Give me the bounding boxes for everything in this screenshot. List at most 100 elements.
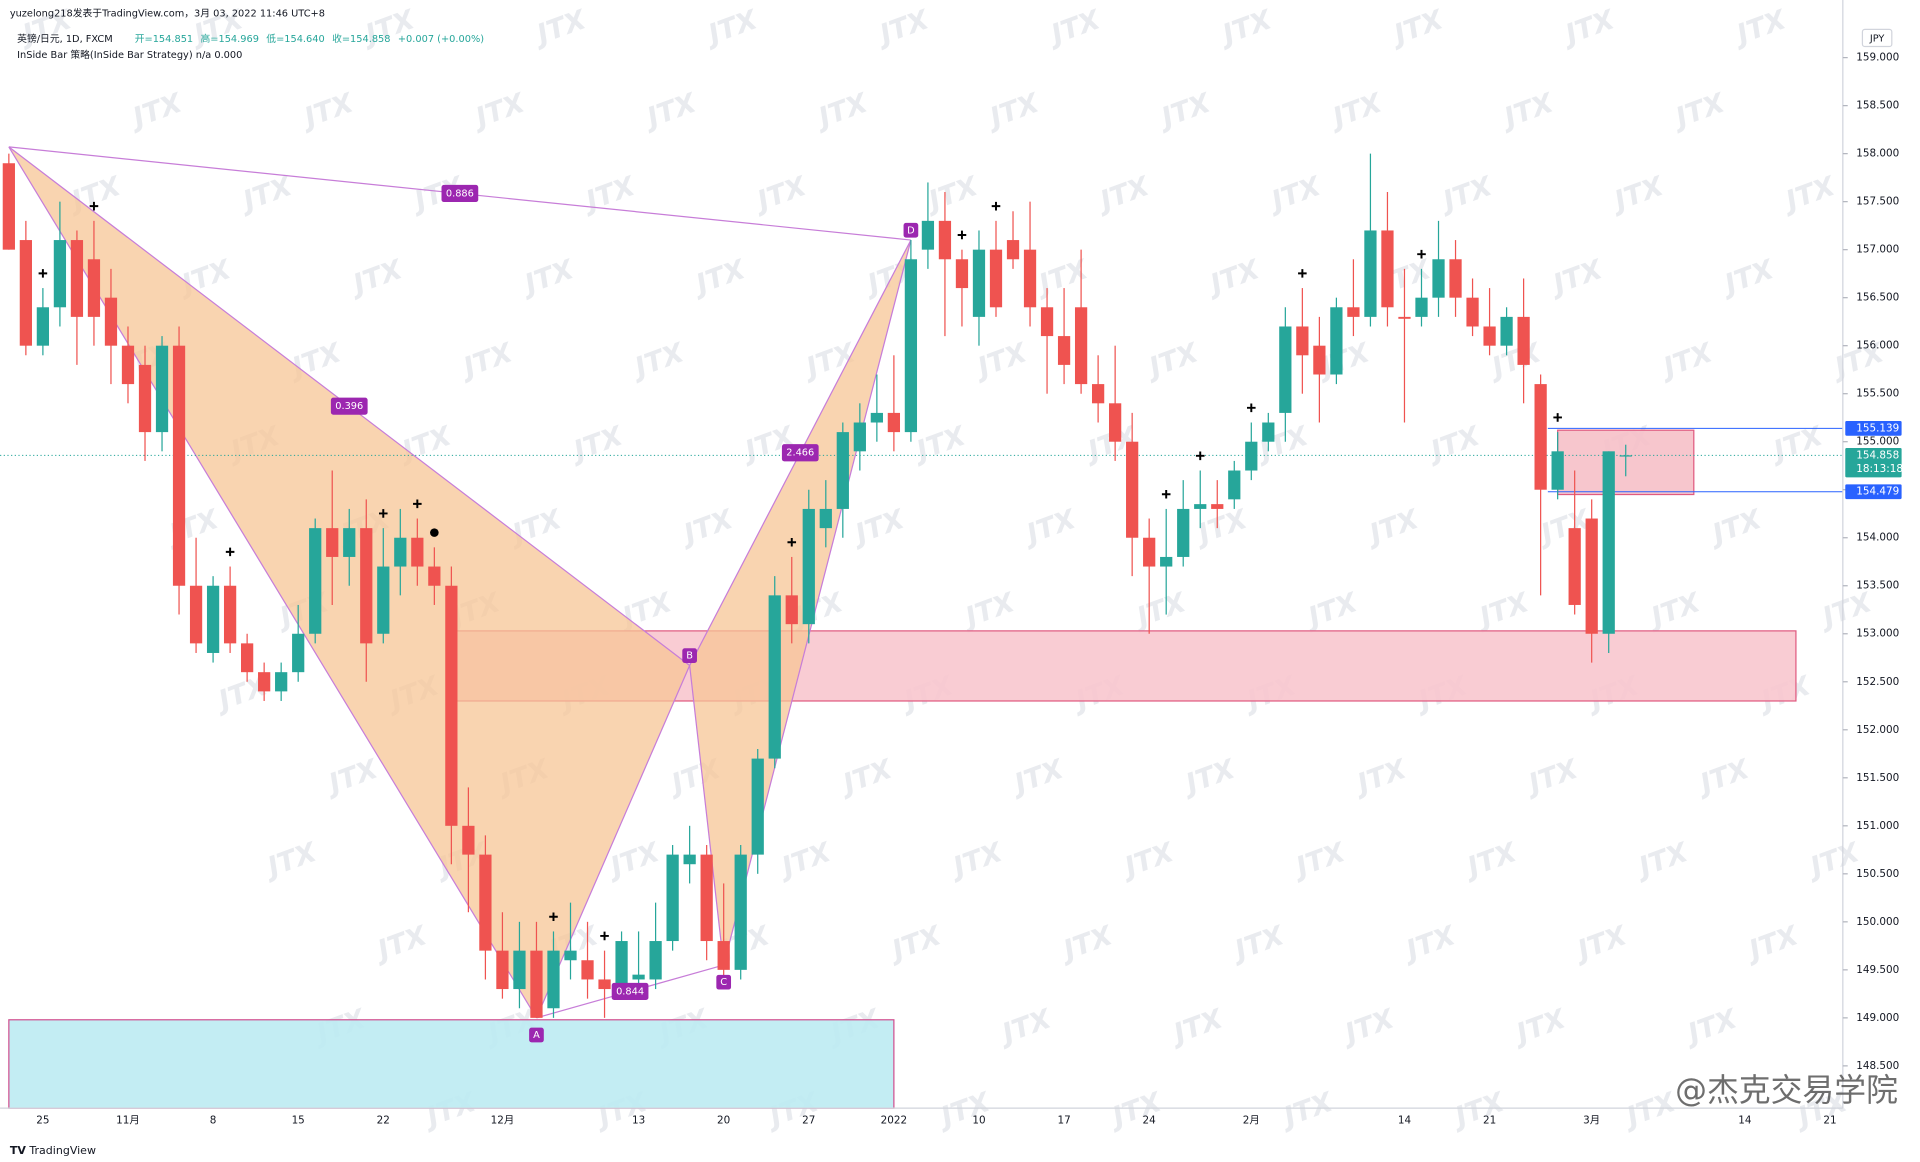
y-tick-label: 156.500 <box>1856 292 1899 304</box>
candle-body <box>989 249 1003 308</box>
brand-logo: TV <box>10 1144 27 1157</box>
y-tick-label: 156.000 <box>1856 340 1899 352</box>
signal-plus <box>413 499 422 509</box>
symbol: 英镑/日元, 1D, FXCM <box>17 32 113 45</box>
candle-body <box>615 941 628 990</box>
candle-body <box>258 672 271 692</box>
candle-body <box>1483 326 1496 346</box>
candle-body <box>564 950 577 961</box>
signal-plus <box>549 912 558 922</box>
candle-body <box>1057 336 1071 365</box>
x-tick-label: 13 <box>632 1114 645 1126</box>
candle-body <box>1109 403 1122 442</box>
candle-body <box>1500 316 1513 346</box>
candle-body <box>513 950 526 990</box>
plot-area: A B C D 0.396 0.886 2.466 0.844 <box>0 146 1843 1109</box>
candle-body <box>1006 240 1020 260</box>
y-tick-label: 155.000 <box>1856 436 1899 448</box>
candle-body <box>666 854 679 942</box>
y-tick-label: 157.000 <box>1856 244 1899 256</box>
candle-body <box>189 585 203 644</box>
y-tick-label: 153.500 <box>1856 580 1899 592</box>
x-tick-label: 21 <box>1483 1114 1496 1126</box>
candle-body <box>206 585 220 653</box>
candle-body <box>445 585 458 826</box>
candle-body <box>377 566 390 634</box>
y-tick-label: 159.000 <box>1856 52 1899 64</box>
candle-body <box>343 528 356 557</box>
candle-body <box>955 259 969 289</box>
x-tick-label: 24 <box>1143 1114 1157 1126</box>
candle-body <box>904 259 918 433</box>
signal-plus <box>1247 403 1256 413</box>
candle-body <box>972 249 986 317</box>
ohlc-value: 低=154.640 <box>266 32 324 45</box>
candle-body <box>1568 528 1581 605</box>
x-tick-label: 20 <box>717 1114 730 1126</box>
candle-body <box>241 643 254 673</box>
x-tick-label: 2022 <box>881 1114 907 1126</box>
brand: TradingView <box>28 1144 96 1157</box>
price-label-box <box>1845 448 1902 478</box>
strategy: InSide Bar 策略(InSide Bar Strategy) n/a 0… <box>17 48 242 61</box>
ohlc-value: 收=154.858 <box>332 32 390 45</box>
y-tick-label: 157.500 <box>1856 196 1899 208</box>
candle-body <box>1330 307 1343 375</box>
currency-box[interactable] <box>1861 28 1893 48</box>
signal-plus <box>787 537 797 547</box>
candle-body <box>1551 451 1564 490</box>
candle-body <box>1091 384 1105 404</box>
signal-plus <box>89 201 99 211</box>
candle-body <box>462 825 475 855</box>
y-tick-label: 153.000 <box>1856 628 1899 640</box>
y-tick-label: 158.000 <box>1856 148 1899 160</box>
ohlc-value: 开=154.851 <box>135 34 193 45</box>
candle-body <box>683 854 696 865</box>
x-tick-label: 15 <box>292 1114 305 1126</box>
candle-body <box>921 220 935 250</box>
x-tick-label: 27 <box>802 1114 815 1126</box>
x-tick-label: 21 <box>1823 1114 1836 1126</box>
ratio-label: 0.844 <box>616 986 644 997</box>
price-label: 155.139 <box>1856 422 1899 434</box>
pattern-point-label: C <box>720 977 727 988</box>
candle-body <box>360 528 373 644</box>
countdown: 18:13:18 <box>1856 463 1903 475</box>
candle-body <box>155 345 169 433</box>
pattern-line <box>689 665 725 966</box>
signal-plus <box>1298 269 1307 278</box>
ratio-box <box>611 982 649 1001</box>
x-tick-label: 3月 <box>1583 1114 1600 1126</box>
ratio-box <box>330 397 368 415</box>
candle-body <box>768 595 781 759</box>
candle-body <box>1245 441 1258 471</box>
candle-body <box>819 508 832 529</box>
signal-plus <box>600 931 609 941</box>
price-label-box <box>1845 484 1902 500</box>
candle-body <box>1517 316 1530 365</box>
signal-dot <box>430 528 439 537</box>
candle-body <box>428 566 441 586</box>
y-tick-label: 152.500 <box>1856 676 1899 688</box>
pattern-point-label: D <box>907 225 915 236</box>
currency[interactable]: JPY <box>1869 34 1885 45</box>
candle-body <box>496 950 509 990</box>
signal-plus <box>225 547 235 557</box>
x-tick-label: 17 <box>1057 1114 1070 1126</box>
candle-body <box>1296 326 1309 356</box>
pattern-point-box <box>529 1027 544 1043</box>
candle-body <box>547 950 560 1009</box>
x-tick-label: 14 <box>1738 1114 1752 1126</box>
y-tick-label: 151.000 <box>1856 820 1899 832</box>
signal-plus <box>1417 249 1426 259</box>
candle-body <box>581 960 594 980</box>
candle-body <box>138 364 152 433</box>
candle-body <box>394 537 407 567</box>
candle-body <box>1177 508 1190 557</box>
candle-body <box>1602 451 1615 634</box>
candle-body <box>751 758 764 855</box>
candle-body <box>1619 455 1632 457</box>
signal-plus <box>378 509 388 518</box>
candle-body <box>1262 422 1275 442</box>
candle-body <box>870 412 883 423</box>
